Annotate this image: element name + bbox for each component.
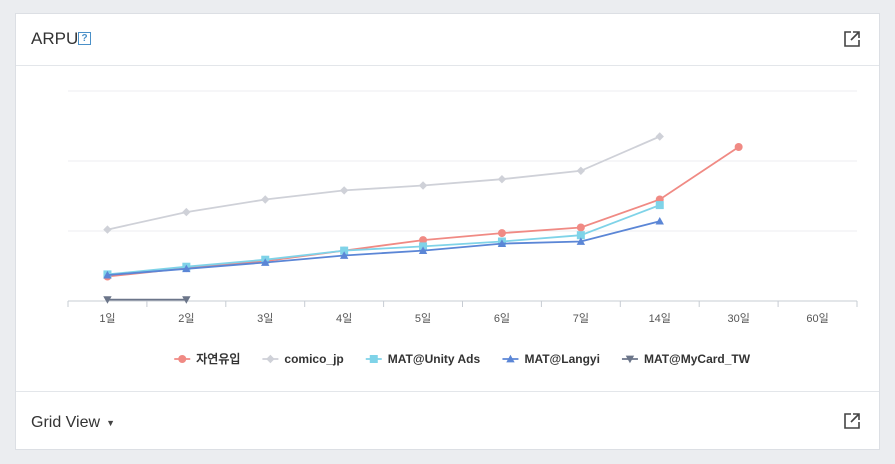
series-1 [103,132,664,234]
grid-view-label: Grid View [31,414,101,431]
series-0 [103,143,743,281]
data-point [419,236,428,245]
legend-label: MAT@Langyi [524,352,599,366]
external-link-icon[interactable] [843,30,861,48]
legend-label: 자연유입 [196,351,240,366]
legend-marker [625,355,635,364]
x-tick-label: 1일 [99,311,115,325]
series-line [107,135,661,231]
data-point [734,143,743,151]
data-point [576,231,585,240]
data-point [655,132,664,141]
x-tick-label: 14일 [649,311,671,325]
data-point [103,296,112,304]
legend: 자연유입 comico_jp MAT@Unity Ads MAT@Langyi MAT@… [174,351,751,366]
help-icon[interactable]: ? [78,32,91,45]
panel-title: ARPU [31,29,79,48]
legend-label: MAT@Unity Ads [388,352,481,366]
legend-label: comico_jp [284,352,343,366]
external-link-icon[interactable] [843,412,861,430]
data-point [340,246,349,255]
data-point [576,223,585,232]
data-point [418,181,428,190]
data-point [182,207,191,217]
legend-marker [266,354,275,364]
data-point [655,201,664,210]
data-point [576,166,586,175]
x-tick-label: 30일 [727,311,749,325]
gridlines [68,90,857,232]
data-point [655,217,664,225]
data-point [497,239,507,247]
grid-view-dropdown[interactable]: Grid View ▼ [31,414,115,432]
series-4 [103,296,191,304]
panel-header: ARPU ? [16,14,879,66]
data-point [182,264,191,273]
data-point [103,225,112,234]
legend-item: MAT@Unity Ads [365,352,481,366]
data-point [339,251,349,259]
series-3 [103,217,664,279]
panel-footer: Grid View ▼ [16,391,879,449]
legend-item: MAT@MyCard_TW [621,352,751,366]
data-point [497,229,506,238]
data-point [576,237,586,245]
legend-item: comico_jp [262,352,344,366]
x-tick-label: 60일 [806,311,828,325]
series-line [107,204,661,276]
series-line [107,220,660,276]
x-tick-label: 5일 [415,311,431,325]
data-point [261,258,270,266]
legend-marker [369,355,378,363]
x-tick-label: 6일 [494,311,510,325]
data-point [339,186,349,195]
x-tick-label: 3일 [257,311,273,325]
legend-marker [178,355,187,363]
legend-item: 자연유입 [174,351,240,366]
data-point [182,296,191,304]
data-point [103,270,112,279]
data-point [261,195,270,204]
x-tick-label: 4일 [336,311,352,325]
data-point [497,175,507,184]
x-tick-label: 2일 [178,311,194,325]
legend-marker [506,354,515,363]
caret-down-icon: ▼ [106,417,115,428]
data-point [418,246,428,254]
legend-item: MAT@Langyi [502,352,600,366]
x-tick-label: 7일 [573,311,589,325]
legend-label: MAT@MyCard_TW [644,352,751,366]
